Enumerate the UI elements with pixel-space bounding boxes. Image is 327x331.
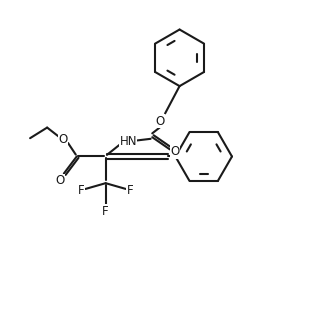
Text: F: F xyxy=(102,205,109,218)
Text: HN: HN xyxy=(119,135,137,148)
Text: O: O xyxy=(55,174,64,187)
Text: F: F xyxy=(127,184,133,197)
Text: O: O xyxy=(170,146,180,159)
Text: O: O xyxy=(155,115,164,128)
Text: F: F xyxy=(78,184,85,197)
Text: O: O xyxy=(59,133,68,146)
